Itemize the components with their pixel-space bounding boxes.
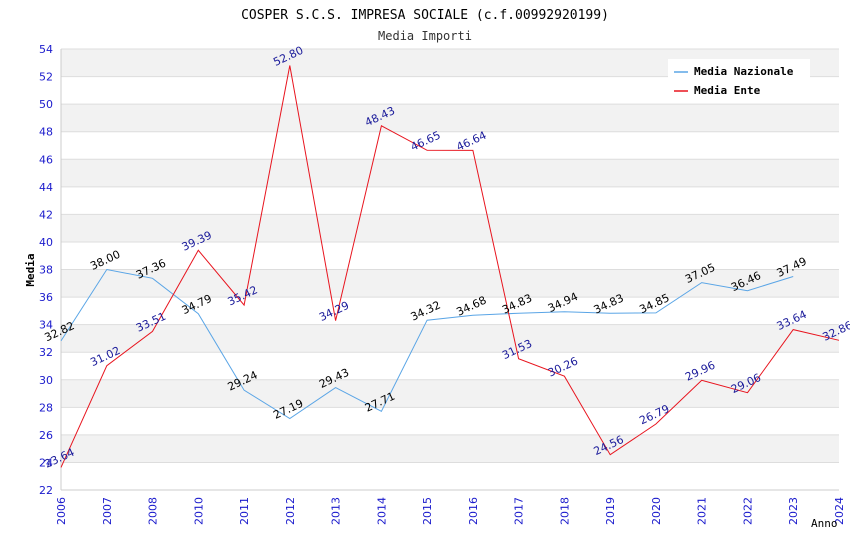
x-tick-label: 2015 (421, 497, 434, 525)
x-tick-label: 2006 (55, 497, 68, 525)
y-tick-label: 30 (39, 374, 53, 387)
y-tick-label: 28 (39, 401, 53, 414)
y-tick-label: 48 (39, 126, 53, 139)
x-tick-label: 2018 (558, 497, 571, 525)
series-line-0 (60, 268, 794, 420)
y-tick-labels: 22 24 26 28 30 32 34 36 38 40 42 44 46 48 50 52 54 (39, 43, 53, 497)
x-tick-label: 2016 (467, 497, 480, 525)
x-tick-labels: 2006 2007 2008 2010 2011 2012 2013 2014 2015 2016… (55, 497, 846, 525)
chart-title: COSPER S.C.S. IMPRESA SOCIALE (c.f.00992… (241, 8, 609, 23)
grid-band (61, 269, 839, 298)
y-tick-label: 34 (39, 319, 53, 332)
axes (60, 49, 839, 491)
y-tick-label: 32 (39, 346, 53, 359)
x-tick-label: 2017 (513, 497, 526, 525)
y-axis-label: Media (24, 253, 37, 286)
x-tick-label: 2007 (101, 497, 114, 525)
grid-band (61, 159, 839, 187)
x-tick-label: 2014 (375, 497, 388, 525)
grid-band (61, 379, 839, 408)
y-tick-label: 40 (39, 236, 53, 249)
grid-lines (61, 48, 839, 491)
x-tick-label: 2023 (787, 497, 800, 525)
legend-box (668, 59, 810, 103)
y-tick-label: 54 (39, 43, 53, 56)
x-axis-label: Anno (811, 517, 838, 530)
chart-subtitle: Media Importi (378, 29, 472, 43)
background-bands (61, 49, 839, 463)
y-tick-label: 42 (39, 208, 53, 221)
y-tick-label: 38 (39, 264, 53, 277)
y-tick-label: 46 (39, 153, 53, 166)
series-lines (60, 65, 840, 468)
x-tick-label: 2012 (284, 497, 297, 525)
legend-label-media-nazionale: Media Nazionale (694, 65, 794, 78)
grid-band (61, 324, 839, 353)
x-tick-label: 2011 (238, 497, 251, 525)
x-tick-label: 2019 (604, 497, 617, 525)
y-tick-label: 26 (39, 429, 53, 442)
x-tick-label: 2022 (741, 497, 754, 525)
x-tick-label: 2010 (192, 497, 205, 525)
y-tick-label: 50 (39, 98, 53, 111)
grid-band (61, 104, 839, 132)
x-tick-label: 2020 (650, 497, 663, 525)
y-tick-label: 52 (39, 71, 53, 84)
x-tick-label: 2008 (147, 497, 160, 525)
x-tick-label: 2013 (330, 497, 343, 525)
y-tick-label: 44 (39, 181, 53, 194)
y-tick-label: 24 (39, 456, 53, 469)
y-tick-label: 36 (39, 291, 53, 304)
data-label: 34.32 (409, 298, 443, 323)
x-tick-label: 2024 (833, 497, 846, 525)
grid-band (61, 434, 839, 463)
x-tick-label: 2021 (696, 497, 709, 525)
y-tick-label: 22 (39, 484, 53, 497)
legend: Media Nazionale Media Ente (668, 59, 810, 103)
legend-label-media-ente: Media Ente (694, 84, 761, 97)
data-label: 34.29 (317, 299, 351, 324)
series-line-1 (60, 65, 840, 468)
grid-band (61, 214, 839, 242)
data-label: 23.64 (42, 446, 76, 471)
